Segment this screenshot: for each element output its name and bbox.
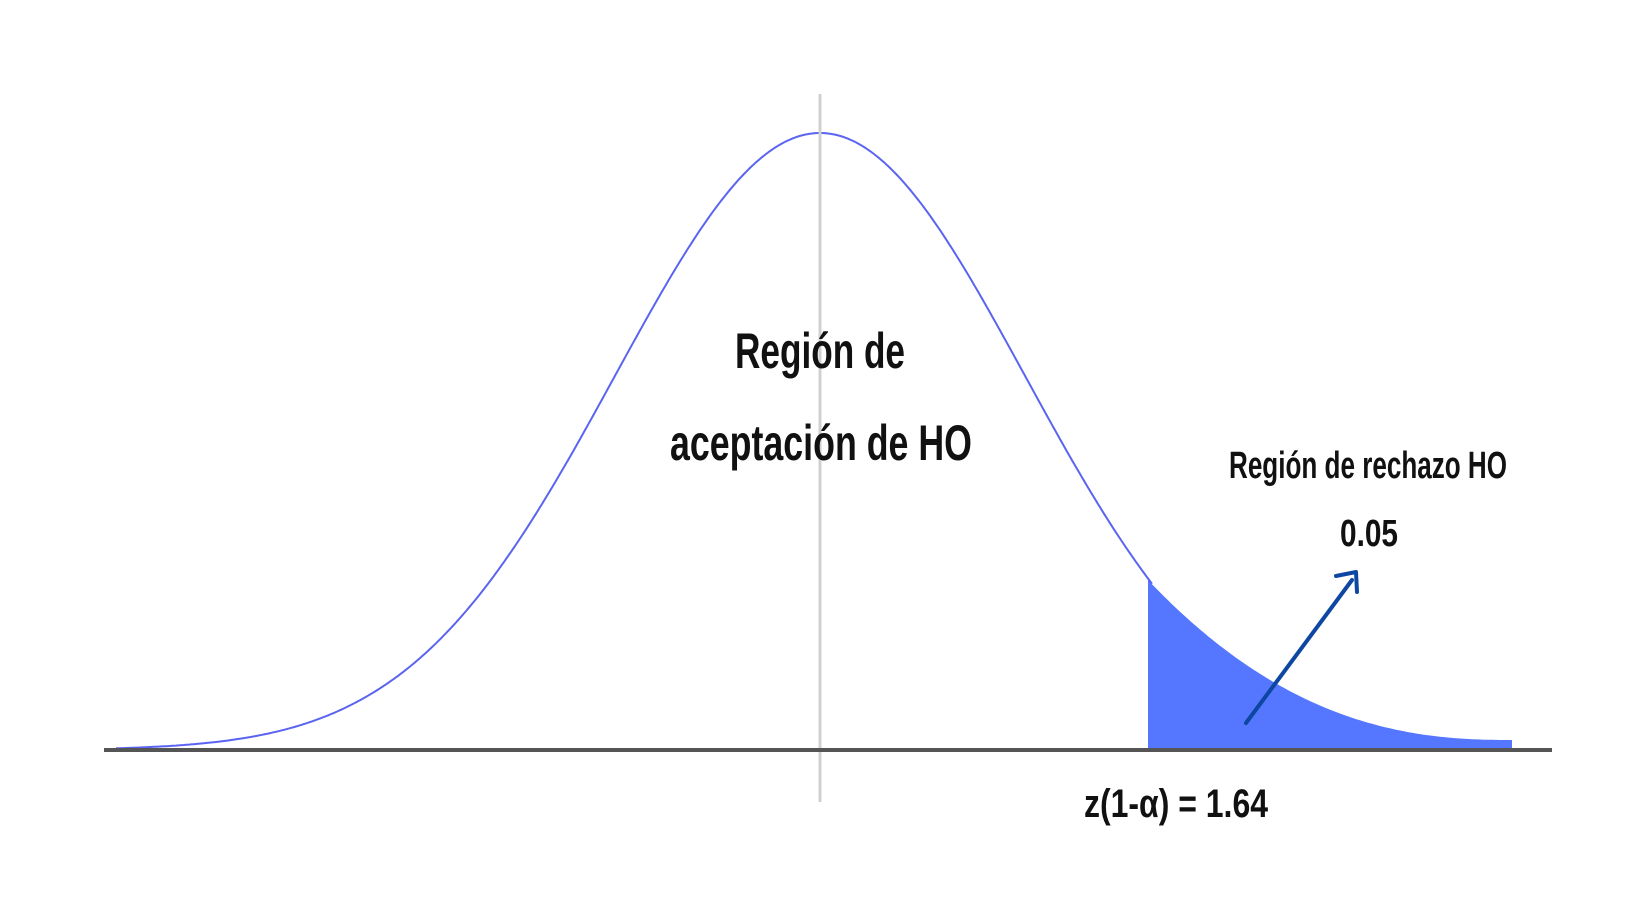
- acceptance-region-label-line1: Región de: [735, 323, 905, 379]
- acceptance-region-label-line2: aceptación de HO: [670, 415, 972, 471]
- rejection-region-shading: [1148, 580, 1512, 750]
- arrow-head-icon: [1334, 570, 1359, 594]
- critical-value-label: z(1-α) = 1.64: [1084, 782, 1269, 826]
- normal-distribution-curve: [115, 132, 1153, 750]
- rejection-arrow: [1244, 578, 1354, 725]
- alpha-value-label: 0.05: [1340, 513, 1398, 555]
- rejection-region-label: Región de rechazo HO: [1229, 445, 1507, 487]
